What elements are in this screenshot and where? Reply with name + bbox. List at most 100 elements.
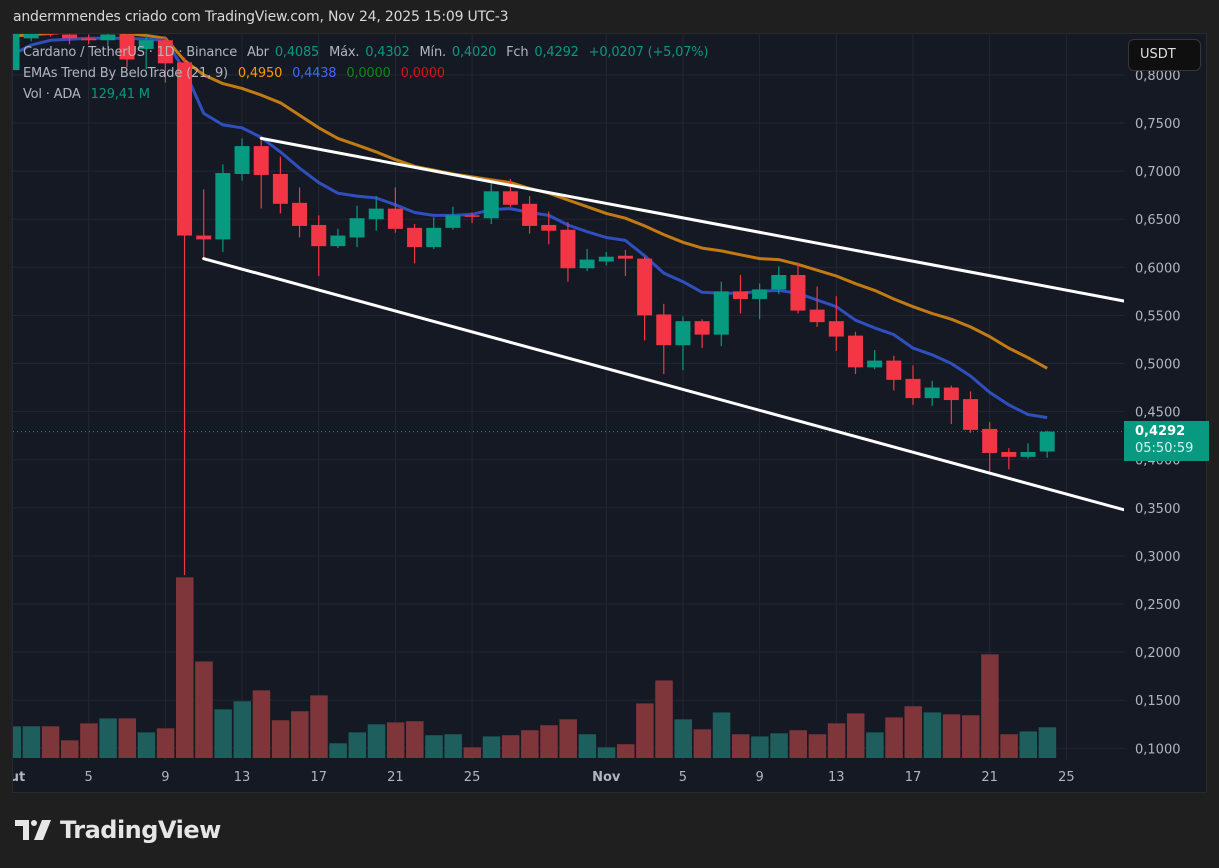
chart-attribution: andermmendes criado com TradingView.com,… (13, 9, 509, 25)
volume-bar (655, 680, 673, 758)
tradingview-logo[interactable]: TradingView (15, 816, 221, 844)
volume-bar (137, 732, 156, 758)
candle-body (177, 62, 193, 236)
candle-body (982, 428, 998, 453)
candle-body (886, 360, 902, 380)
time-axis[interactable]: Out 5 9 13 17 21 25 Nov 5 9 13 17 21 25 (0, 770, 1075, 785)
price-axis[interactable]: 0,8000 0,7500 0,7000 0,6500 0,6000 0,5500 0,50… (1135, 69, 1181, 757)
price-tick-label: 0,7500 (1135, 117, 1181, 132)
volume-bar (214, 709, 232, 758)
volume-bar (923, 712, 942, 758)
time-tick-label: 21 (387, 770, 404, 785)
candle-body (62, 34, 78, 39)
candle-body (1020, 452, 1036, 457)
candle-body (13, 34, 20, 71)
volume-bar (846, 713, 865, 758)
trendlines[interactable] (202, 136, 1124, 512)
price-tick-label: 0,3500 (1135, 502, 1181, 517)
low-value: 0,4020 (451, 45, 497, 60)
volume-bar (540, 725, 558, 758)
close-label: Fch (506, 45, 529, 60)
candle-body (694, 321, 710, 335)
volume-bar (731, 734, 750, 758)
indicator-red-value: 0,0000 (400, 66, 445, 81)
trendline (259, 136, 1124, 303)
volume-value: 129,41 M (90, 87, 150, 102)
volume-bar (904, 706, 922, 758)
price-tick-label: 0,5000 (1135, 358, 1181, 373)
candle-body (598, 256, 614, 262)
last-price-value: 0,4292 (1135, 424, 1186, 439)
time-tick-label: 17 (310, 770, 327, 785)
candle-body (157, 40, 173, 64)
candle-body (215, 173, 231, 240)
price-tick-label: 0,6000 (1135, 261, 1181, 276)
volume-bar (942, 714, 961, 758)
time-tick-label: 9 (755, 770, 763, 785)
price-tick-label: 0,6500 (1135, 213, 1181, 228)
volume-bar (1019, 731, 1038, 758)
volume-bar (866, 732, 884, 758)
change-value: +0,0207 (+5,07%) (588, 45, 709, 60)
volume-bar (885, 717, 903, 758)
candle-body (847, 335, 863, 368)
volume-bar (22, 726, 41, 758)
volume-bar (521, 730, 539, 758)
volume-legend[interactable]: Vol · ADA 129,41 M (23, 87, 156, 102)
candle-body (541, 224, 557, 231)
time-tick-label: Out (0, 770, 25, 785)
currency-button[interactable]: USDT (1128, 39, 1201, 71)
volume-bar (329, 743, 347, 758)
volume-bar (981, 654, 999, 758)
low-label: Mín. (419, 45, 447, 60)
tradingview-logo-icon (15, 820, 51, 840)
candle-body (560, 229, 576, 269)
time-tick-label: 5 (679, 770, 687, 785)
volume-bar (233, 701, 252, 758)
symbol-legend[interactable]: Cardano / TetherUS · 1D · Binance Abr 0,4… (23, 45, 714, 60)
time-tick-label: 21 (981, 770, 998, 785)
ema-slow-value: 0,4950 (237, 66, 283, 81)
volume-bar (406, 721, 424, 758)
volume-bars (13, 577, 1057, 758)
volume-bar (80, 723, 98, 758)
volume-bar (808, 734, 827, 758)
volume-bar (367, 724, 386, 758)
candle-body (867, 360, 883, 368)
grid (11, 34, 1124, 760)
volume-bar (693, 729, 712, 758)
candle-body (253, 146, 269, 175)
candle-body (311, 224, 327, 247)
time-tick-label: 13 (828, 770, 845, 785)
time-tick-label: 9 (161, 770, 169, 785)
time-tick-label: 5 (85, 770, 93, 785)
price-tick-label: 0,2000 (1135, 646, 1181, 661)
candle-body (963, 399, 978, 430)
volume-bar (386, 722, 405, 758)
time-tick-label: 25 (1058, 770, 1075, 785)
volume-bar (578, 734, 597, 758)
volume-bar (789, 730, 807, 758)
candle-body (387, 208, 403, 229)
volume-bar (501, 735, 520, 758)
volume-bar (176, 577, 194, 758)
candle-body (292, 202, 308, 226)
indicator-name[interactable]: EMAs Trend By BeloTrade (21, 9) (23, 66, 228, 81)
symbol-name[interactable]: Cardano / TetherUS · 1D · Binance (23, 45, 237, 60)
candle-body (138, 40, 154, 49)
volume-bar (118, 718, 137, 758)
volume-label[interactable]: Vol · ADA (23, 87, 81, 102)
bar-countdown: 05:50:59 (1135, 441, 1194, 456)
candle-body (464, 215, 480, 217)
volume-bar (156, 728, 175, 758)
volume-bar (61, 740, 79, 758)
open-value: 0,4085 (274, 45, 320, 60)
candle-body (81, 38, 97, 41)
volume-bar (291, 711, 309, 758)
candle-body (617, 255, 633, 259)
volume-bar (13, 726, 21, 758)
indicator-legend[interactable]: EMAs Trend By BeloTrade (21, 9) 0,4950 0… (23, 66, 451, 81)
candle-body (407, 227, 423, 248)
candle-body (196, 235, 212, 240)
